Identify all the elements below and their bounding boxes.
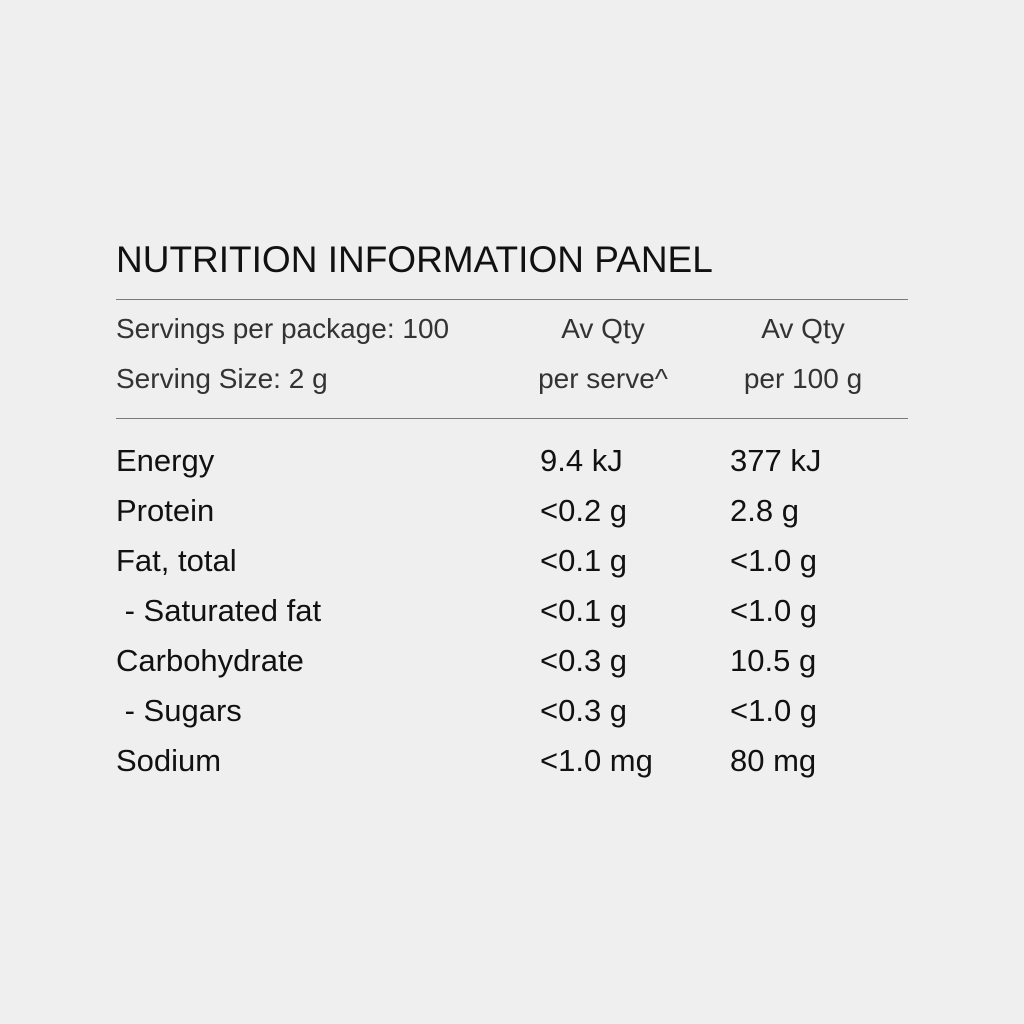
per-serve-value: <0.2 g: [540, 493, 628, 528]
per-serve-value: <0.1 g: [540, 543, 628, 578]
nutrition-panel: NUTRITION INFORMATION PANEL Servings per…: [116, 0, 908, 1024]
per-100g-value: 80 mg: [730, 743, 817, 778]
nutrient-name: Protein: [116, 493, 215, 528]
per-100g-value: 10.5 g: [730, 643, 817, 678]
table-row: Fat, total <0.1 g <1.0 g: [116, 542, 908, 592]
column-header-line: per 100 g: [743, 363, 863, 394]
header-divider: [116, 418, 908, 419]
per-100g-value: 377 kJ: [730, 443, 822, 478]
column-header-line: Av Qty: [761, 313, 845, 344]
nutrient-name: Fat, total: [116, 543, 237, 578]
table-row: Protein <0.2 g 2.8 g: [116, 492, 908, 542]
per-100g-value: <1.0 g: [730, 543, 818, 578]
per-serve-value: <1.0 mg: [540, 743, 653, 778]
panel-title: NUTRITION INFORMATION PANEL: [116, 239, 713, 280]
nutrient-name: Sodium: [116, 743, 222, 778]
column-header-line: Av Qty: [561, 313, 645, 344]
table-row: Carbohydrate <0.3 g 10.5 g: [116, 642, 908, 692]
table-row: - Sugars <0.3 g <1.0 g: [116, 692, 908, 742]
per-serve-value: <0.3 g: [540, 693, 628, 728]
per-serve-value: <0.3 g: [540, 643, 628, 678]
nutrient-name: Energy: [116, 443, 215, 478]
column-header-per-serve: Av Qty per serve^: [503, 312, 703, 396]
table-row: - Saturated fat <0.1 g <1.0 g: [116, 592, 908, 642]
per-100g-value: <1.0 g: [730, 593, 818, 628]
column-header-per-100g: Av Qty per 100 g: [703, 312, 903, 396]
serving-size: Serving Size: 2 g: [116, 363, 328, 394]
nutrient-table: Energy 9.4 kJ 377 kJ Protein <0.2 g 2.8 …: [116, 442, 908, 792]
nutrient-name: - Sugars: [116, 693, 242, 728]
nutrient-name: - Saturated fat: [116, 593, 322, 628]
nutrient-name: Carbohydrate: [116, 643, 304, 678]
column-header-line: per serve^: [538, 363, 668, 394]
per-serve-value: 9.4 kJ: [540, 443, 623, 478]
per-serve-value: <0.1 g: [540, 593, 628, 628]
table-row: Sodium <1.0 mg 80 mg: [116, 742, 908, 792]
servings-per-package: Servings per package: 100: [116, 313, 450, 344]
per-100g-value: 2.8 g: [730, 493, 799, 528]
per-100g-value: <1.0 g: [730, 693, 818, 728]
top-divider: [116, 299, 908, 300]
table-row: Energy 9.4 kJ 377 kJ: [116, 442, 908, 492]
